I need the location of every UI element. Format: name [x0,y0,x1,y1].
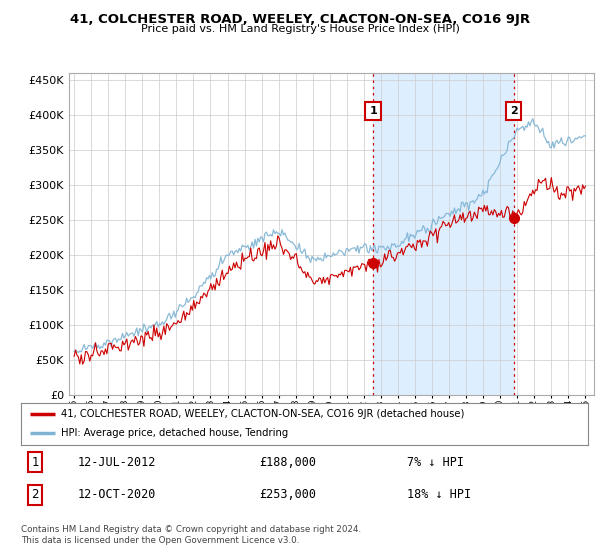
Text: 2: 2 [31,488,39,501]
Text: 12-JUL-2012: 12-JUL-2012 [78,455,156,469]
Bar [373,73,514,395]
Text: 1: 1 [31,455,39,469]
Text: 2: 2 [510,106,518,116]
Text: 41, COLCHESTER ROAD, WEELEY, CLACTON-ON-SEA, CO16 9JR: 41, COLCHESTER ROAD, WEELEY, CLACTON-ON-… [70,13,530,26]
Text: 18% ↓ HPI: 18% ↓ HPI [407,488,470,501]
Text: 41, COLCHESTER ROAD, WEELEY, CLACTON-ON-SEA, CO16 9JR (detached house): 41, COLCHESTER ROAD, WEELEY, CLACTON-ON-… [61,409,464,419]
Text: HPI: Average price, detached house, Tendring: HPI: Average price, detached house, Tend… [61,428,288,438]
Text: 7% ↓ HPI: 7% ↓ HPI [407,455,464,469]
Text: 1: 1 [369,106,377,116]
Text: £253,000: £253,000 [259,488,316,501]
Text: Price paid vs. HM Land Registry's House Price Index (HPI): Price paid vs. HM Land Registry's House … [140,24,460,34]
Text: Contains HM Land Registry data © Crown copyright and database right 2024.
This d: Contains HM Land Registry data © Crown c… [21,525,361,545]
Text: £188,000: £188,000 [259,455,316,469]
Text: 12-OCT-2020: 12-OCT-2020 [78,488,156,501]
